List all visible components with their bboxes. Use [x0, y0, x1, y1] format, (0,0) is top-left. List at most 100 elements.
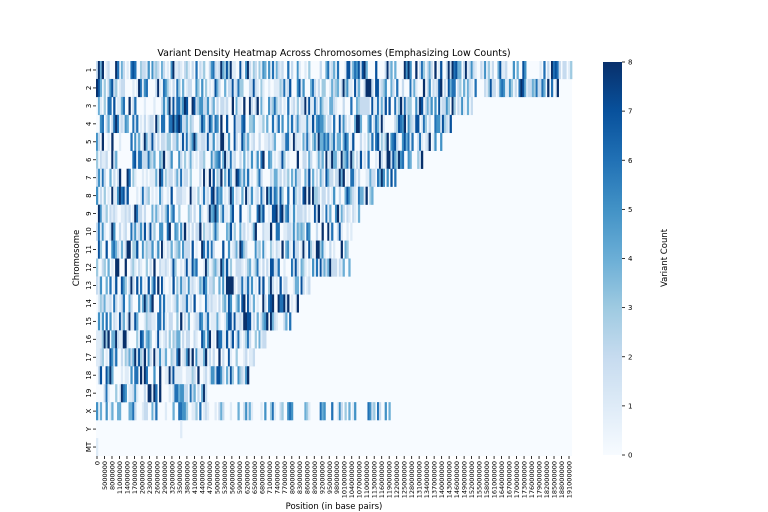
heatmap-cell	[162, 348, 166, 367]
heatmap-cell	[159, 366, 162, 385]
heatmap-cell	[239, 96, 242, 116]
x-tick-label: 149000000	[461, 461, 469, 498]
x-tick-label: 131000000	[416, 461, 424, 498]
heatmap-cell	[122, 330, 126, 349]
heatmap-cell	[180, 96, 183, 116]
heatmap-cell	[411, 78, 414, 98]
x-tick-label: 161000000	[491, 461, 499, 498]
heatmap-cell	[237, 168, 240, 187]
heatmap-cell	[321, 222, 324, 241]
heatmap-cell	[275, 258, 278, 277]
heatmap-cell	[262, 258, 265, 277]
heatmap-cell	[275, 186, 278, 205]
heatmap-cell	[195, 78, 198, 98]
heatmap-cell	[153, 258, 156, 277]
heatmap-cell	[355, 96, 359, 116]
heatmap-cell	[124, 222, 127, 241]
heatmap-cell	[243, 168, 246, 187]
heatmap-cell	[321, 186, 324, 205]
heatmap-cell	[336, 61, 340, 80]
heatmap-cell	[174, 61, 177, 80]
heatmap-cell	[260, 96, 263, 116]
x-tick-label: 176000000	[528, 461, 536, 498]
heatmap-cell	[417, 114, 420, 134]
heatmap-cell	[241, 186, 244, 205]
heatmap-cell	[206, 96, 210, 116]
heatmap-cell	[212, 240, 215, 259]
heatmap-cell	[145, 186, 148, 205]
heatmap-cell	[507, 78, 510, 98]
heatmap-cell	[195, 96, 198, 116]
heatmap-cell	[168, 312, 171, 331]
heatmap-cell	[170, 240, 173, 259]
heatmap-cell	[264, 294, 267, 313]
heatmap-cell	[268, 204, 271, 223]
heatmap-cell	[430, 96, 433, 116]
heatmap-cell	[172, 61, 175, 80]
heatmap-cell	[336, 78, 340, 98]
heatmap-cell	[216, 366, 219, 385]
heatmap-cell	[117, 114, 120, 134]
heatmap-cell	[224, 294, 227, 313]
heatmap-cell	[401, 78, 405, 98]
heatmap-cell	[233, 222, 236, 241]
heatmap-cell	[243, 222, 246, 241]
heatmap-cell	[235, 240, 238, 259]
heatmap-cell	[216, 78, 219, 98]
heatmap-cell	[159, 384, 162, 403]
heatmap-cell	[204, 402, 208, 421]
heatmap-cell	[399, 114, 403, 134]
heatmap-cell	[279, 276, 282, 295]
heatmap-cell	[266, 258, 269, 277]
heatmap-cell	[415, 78, 418, 98]
heatmap-cell	[308, 150, 311, 169]
heatmap-cell	[306, 96, 309, 116]
heatmap-cell	[378, 114, 382, 134]
heatmap-cell	[134, 384, 137, 403]
heatmap-cell	[300, 258, 303, 277]
heatmap-cell	[189, 366, 192, 385]
heatmap-cell	[386, 168, 389, 187]
heatmap-cell	[157, 61, 160, 80]
heatmap-cell	[161, 276, 164, 295]
heatmap-cell	[449, 61, 452, 80]
heatmap-cell	[254, 186, 257, 205]
heatmap-cell	[445, 114, 449, 134]
heatmap-cell	[159, 258, 162, 277]
heatmap-cell	[132, 402, 135, 421]
heatmap-cell	[161, 61, 164, 80]
heatmap-cell	[225, 150, 229, 169]
heatmap-cell	[111, 402, 114, 421]
heatmap-cell	[329, 61, 332, 80]
heatmap-cell	[199, 222, 202, 241]
heatmap-cell	[233, 78, 236, 98]
heatmap-cell	[143, 186, 147, 205]
heatmap-cell	[141, 132, 145, 151]
heatmap-cell	[193, 384, 196, 403]
heatmap-cell	[195, 348, 198, 367]
heatmap-cell	[176, 240, 179, 259]
heatmap-cell	[111, 186, 114, 205]
heatmap-cell	[96, 276, 99, 295]
heatmap-cell	[161, 114, 164, 134]
heatmap-cell	[396, 150, 399, 169]
heatmap-cell	[264, 61, 267, 80]
heatmap-cell	[208, 114, 212, 134]
heatmap-cell	[206, 240, 210, 259]
heatmap-cell	[117, 330, 120, 349]
heatmap-cell	[239, 312, 242, 331]
heatmap-cell	[277, 96, 280, 116]
heatmap-cell	[323, 96, 326, 116]
heatmap-cell	[264, 132, 267, 151]
heatmap-cell	[331, 132, 334, 151]
heatmap-cell	[312, 186, 315, 205]
heatmap-cell	[250, 168, 254, 187]
heatmap-cell	[195, 240, 198, 259]
heatmap-cell	[141, 294, 145, 313]
heatmap-cell	[436, 114, 439, 134]
colorbar-tick-label: 5	[628, 206, 632, 214]
heatmap-cell	[138, 294, 141, 313]
heatmap-cell	[197, 96, 200, 116]
heatmap-cell	[424, 132, 428, 151]
heatmap-cell	[195, 61, 198, 80]
